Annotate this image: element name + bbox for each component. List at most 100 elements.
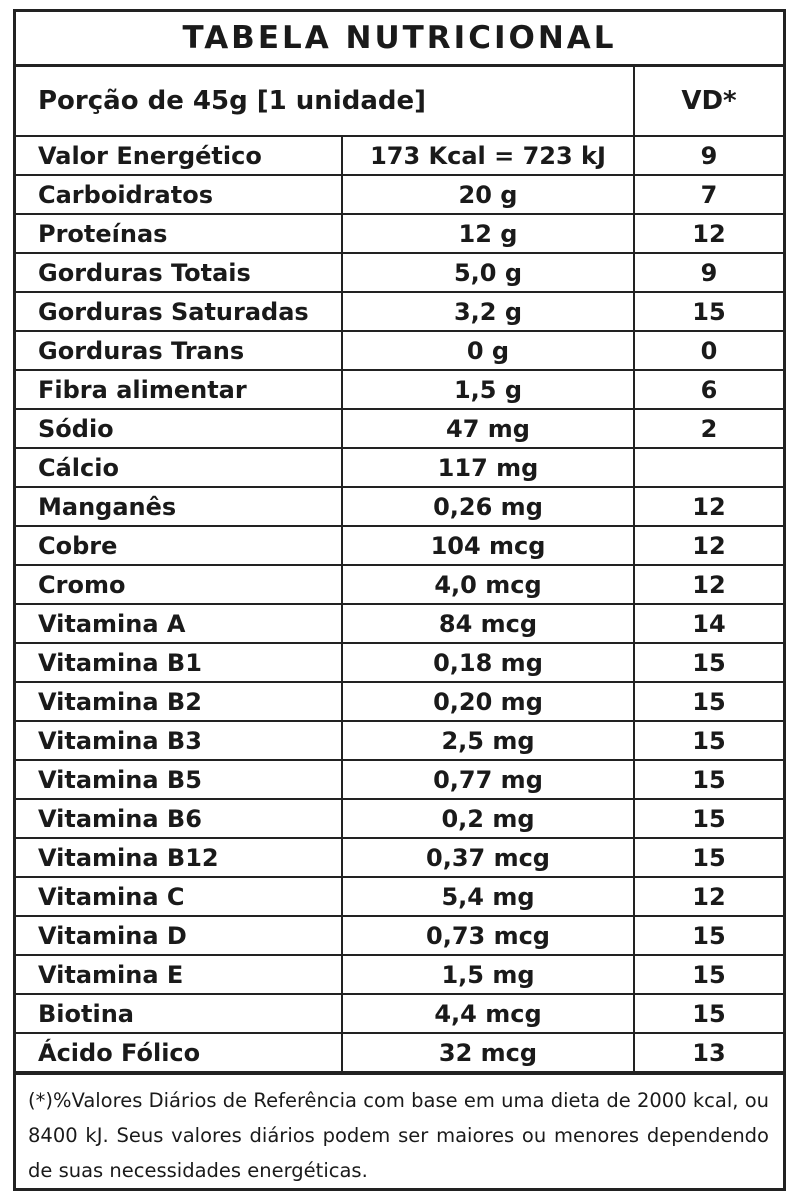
nutrient-vd: 9	[633, 252, 783, 293]
nutrient-amount: 84 mcg	[341, 603, 635, 644]
nutrient-name: Biotina	[16, 993, 343, 1034]
nutrient-amount: 1,5 mg	[341, 954, 635, 995]
nutrient-name: Vitamina B6	[16, 798, 343, 839]
nutrient-name: Ácido Fólico	[16, 1032, 343, 1073]
table-row: Vitamina B5 0,77 mg 15	[16, 759, 783, 800]
header-row: Porção de 45g [1 unidade] VD*	[16, 67, 783, 137]
table-row: Biotina 4,4 mcg 15	[16, 993, 783, 1034]
nutrient-name: Vitamina B3	[16, 720, 343, 761]
nutrient-amount: 4,0 mcg	[341, 564, 635, 605]
nutrient-amount: 104 mcg	[341, 525, 635, 566]
nutrient-vd: 12	[633, 525, 783, 566]
nutrient-name: Vitamina C	[16, 876, 343, 917]
portion-label: Porção de 45g [1 unidade]	[16, 67, 635, 137]
table-row: Sódio 47 mg 2	[16, 408, 783, 449]
nutrient-vd: 2	[633, 408, 783, 449]
nutrient-vd: 12	[633, 564, 783, 605]
nutrient-vd: 15	[633, 915, 783, 956]
table-row: Vitamina E 1,5 mg 15	[16, 954, 783, 995]
nutrient-vd: 15	[633, 993, 783, 1034]
nutrient-amount: 117 mg	[341, 447, 635, 488]
nutrient-vd: 15	[633, 837, 783, 878]
table-row: Vitamina B2 0,20 mg 15	[16, 681, 783, 722]
nutrient-name: Gorduras Trans	[16, 330, 343, 371]
nutrient-vd: 12	[633, 876, 783, 917]
table-row: Manganês 0,26 mg 12	[16, 486, 783, 527]
nutrient-vd: 15	[633, 954, 783, 995]
nutrient-vd: 9	[633, 135, 783, 176]
table-row: Vitamina D 0,73 mcg 15	[16, 915, 783, 956]
nutrient-name: Proteínas	[16, 213, 343, 254]
table-row: Gorduras Saturadas 3,2 g 15	[16, 291, 783, 332]
table-row: Cromo 4,0 mcg 12	[16, 564, 783, 605]
nutrient-amount: 32 mcg	[341, 1032, 635, 1073]
table-row: Vitamina A 84 mcg 14	[16, 603, 783, 644]
table-row: Ácido Fólico 32 mcg 13	[16, 1032, 783, 1073]
nutrient-vd: 0	[633, 330, 783, 371]
nutrient-amount: 0,18 mg	[341, 642, 635, 683]
nutrient-vd: 12	[633, 213, 783, 254]
nutrient-vd: 12	[633, 486, 783, 527]
table-row: Vitamina C 5,4 mg 12	[16, 876, 783, 917]
nutrient-vd: 6	[633, 369, 783, 410]
nutrient-amount: 0,20 mg	[341, 681, 635, 722]
table-row: Cálcio 117 mg	[16, 447, 783, 488]
nutrient-name: Vitamina B12	[16, 837, 343, 878]
nutrient-vd: 15	[633, 681, 783, 722]
nutrient-name: Cálcio	[16, 447, 343, 488]
nutrient-name: Vitamina B2	[16, 681, 343, 722]
nutrient-amount: 47 mg	[341, 408, 635, 449]
nutrient-name: Gorduras Saturadas	[16, 291, 343, 332]
nutrient-vd: 7	[633, 174, 783, 215]
nutrient-amount: 1,5 g	[341, 369, 635, 410]
nutrient-amount: 0 g	[341, 330, 635, 371]
nutrient-amount: 12 g	[341, 213, 635, 254]
nutrient-name: Carboidratos	[16, 174, 343, 215]
nutrition-table: TABELA NUTRICIONAL Porção de 45g [1 unid…	[13, 9, 786, 1191]
nutrient-amount: 0,77 mg	[341, 759, 635, 800]
nutrient-vd: 15	[633, 720, 783, 761]
table-row: Vitamina B6 0,2 mg 15	[16, 798, 783, 839]
nutrient-amount: 5,0 g	[341, 252, 635, 293]
nutrient-amount: 0,26 mg	[341, 486, 635, 527]
nutrient-vd	[633, 447, 783, 488]
footnote: (*)%Valores Diários de Referência com ba…	[16, 1073, 783, 1188]
nutrient-amount: 5,4 mg	[341, 876, 635, 917]
nutrient-name: Vitamina D	[16, 915, 343, 956]
nutrient-name: Vitamina B5	[16, 759, 343, 800]
nutrient-amount: 0,2 mg	[341, 798, 635, 839]
nutrient-vd: 14	[633, 603, 783, 644]
nutrient-vd: 13	[633, 1032, 783, 1073]
nutrient-name: Manganês	[16, 486, 343, 527]
nutrient-amount: 3,2 g	[341, 291, 635, 332]
nutrient-amount: 0,73 mcg	[341, 915, 635, 956]
nutrient-name: Cromo	[16, 564, 343, 605]
vd-header: VD*	[633, 67, 783, 137]
table-row: Vitamina B1 0,18 mg 15	[16, 642, 783, 683]
table-row: Cobre 104 mcg 12	[16, 525, 783, 566]
nutrient-amount: 0,37 mcg	[341, 837, 635, 878]
nutrient-amount: 20 g	[341, 174, 635, 215]
nutrient-name: Vitamina A	[16, 603, 343, 644]
table-title: TABELA NUTRICIONAL	[16, 12, 783, 67]
nutrient-amount: 173 Kcal = 723 kJ	[341, 135, 635, 176]
nutrient-name: Cobre	[16, 525, 343, 566]
nutrient-name: Vitamina E	[16, 954, 343, 995]
table-row: Proteínas 12 g 12	[16, 213, 783, 254]
table-row: Vitamina B12 0,37 mcg 15	[16, 837, 783, 878]
nutrient-name: Gorduras Totais	[16, 252, 343, 293]
table-row: Valor Energético 173 Kcal = 723 kJ 9	[16, 135, 783, 176]
nutrient-amount: 4,4 mcg	[341, 993, 635, 1034]
nutrient-name: Fibra alimentar	[16, 369, 343, 410]
nutrient-vd: 15	[633, 291, 783, 332]
nutrient-amount: 2,5 mg	[341, 720, 635, 761]
table-row: Vitamina B3 2,5 mg 15	[16, 720, 783, 761]
nutrient-vd: 15	[633, 759, 783, 800]
nutrient-name: Vitamina B1	[16, 642, 343, 683]
nutrient-vd: 15	[633, 798, 783, 839]
nutrition-grid: Porção de 45g [1 unidade] VD* Valor Ener…	[16, 67, 783, 1073]
